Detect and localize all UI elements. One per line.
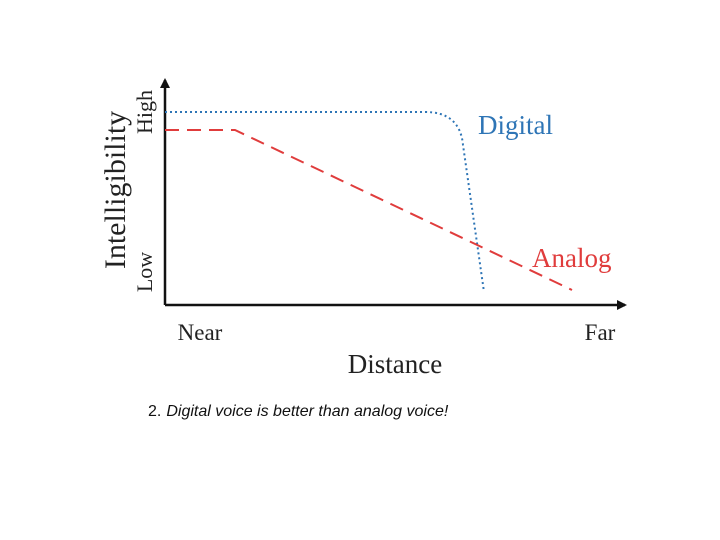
- caption-text: Digital voice is better than analog voic…: [166, 403, 448, 420]
- x-near-label: Near: [178, 320, 223, 345]
- analog-label: Analog: [532, 243, 611, 273]
- caption-number: 2.: [148, 403, 161, 420]
- x-far-label: Far: [585, 320, 616, 345]
- x-axis-title: Distance: [348, 349, 442, 379]
- y-axis-title: Intelligibility: [99, 111, 132, 269]
- digital-curve: [165, 111, 485, 293]
- y-high-label: High: [132, 90, 157, 134]
- y-low-label: Low: [132, 252, 157, 292]
- digital-label: Digital: [478, 110, 553, 140]
- caption: 2. Digital voice is better than analog vo…: [148, 403, 449, 420]
- analog-curve: [165, 129, 573, 291]
